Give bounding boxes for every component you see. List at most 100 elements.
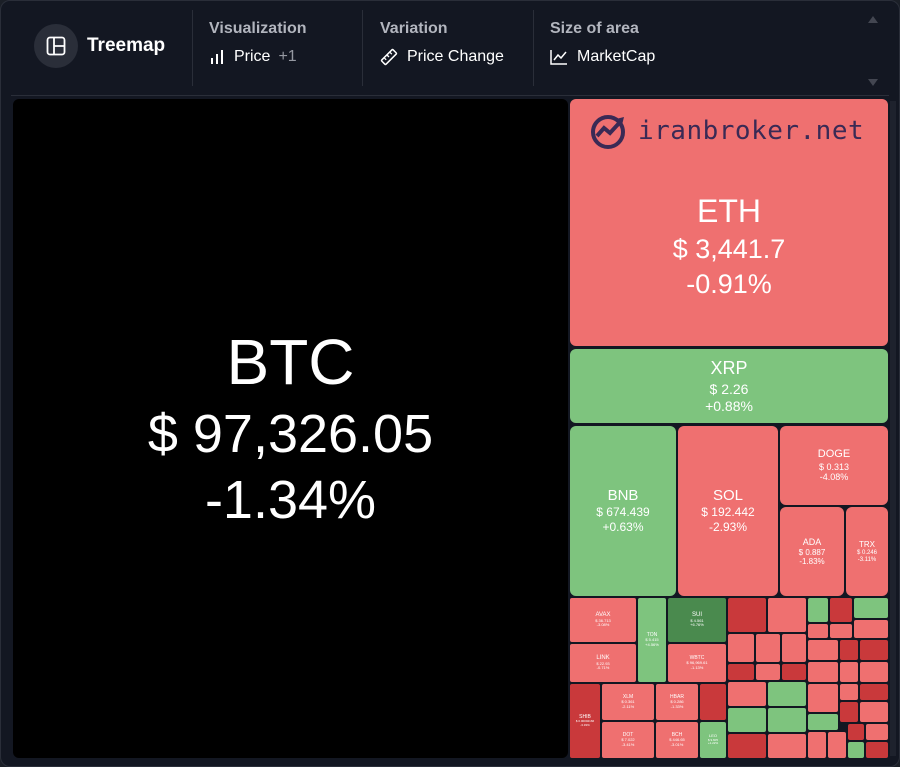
tile-dot-change: -3.41% (621, 741, 635, 747)
tile-sol-change: -2.93% (708, 520, 748, 535)
tile-unlabeled[interactable] (854, 598, 888, 618)
watermark-logo: iranbroker.net (588, 111, 864, 151)
tile-unlabeled[interactable] (866, 742, 888, 758)
treemap-scrollbar[interactable] (890, 101, 896, 756)
tile-doge-price: $ 0.313 (818, 461, 850, 472)
tile-unlabeled[interactable] (728, 682, 766, 706)
tile-sui-symbol: SUI (691, 611, 702, 618)
tile-trx-change: -3.11% (857, 556, 877, 563)
tile-avax-symbol: AVAX (595, 611, 611, 618)
variation-value: Price Change (407, 48, 504, 65)
tile-unlabeled[interactable] (728, 734, 766, 758)
tile-doge[interactable]: DOGE $ 0.313 -4.08% (780, 426, 888, 505)
tile-ton-change: +4.56% (645, 641, 659, 647)
tile-bch[interactable]: BCH $ 446.65 -3.01% (656, 722, 698, 758)
tile-unlabeled[interactable] (830, 624, 852, 638)
toolbar: Treemap Visualization Price +1 Variation (11, 6, 889, 94)
tile-bnb-price: $ 674.439 (596, 505, 650, 520)
tile-unlabeled[interactable] (854, 620, 888, 638)
tile-wbtc[interactable]: WBTC $ 96,969.61 -1.13% (668, 644, 726, 682)
tile-unlabeled[interactable] (860, 662, 888, 682)
tile-unlabeled[interactable] (860, 684, 888, 700)
tile-unlabeled[interactable] (728, 708, 766, 732)
tile-bnb[interactable]: BNB $ 674.439 +0.63% (570, 426, 676, 596)
tile-shib[interactable]: SHIB $ 0.00002166 -3.33% (570, 684, 600, 758)
tile-sui[interactable]: SUI $ 4.561 +6.76% (668, 598, 726, 642)
tile-unlabeled[interactable] (782, 664, 806, 680)
scroll-down-arrow-icon[interactable] (868, 79, 878, 86)
tile-unlabeled[interactable] (828, 732, 846, 758)
tile-unlabeled[interactable] (808, 714, 838, 730)
tile-unlabeled[interactable] (768, 734, 806, 758)
tile-sol[interactable]: SOL $ 192.442 -2.93% (678, 426, 778, 596)
tile-unlabeled[interactable] (840, 684, 858, 700)
visualization-heading: Visualization (209, 20, 307, 37)
toolbar-divider (533, 10, 534, 86)
tile-unlabeled[interactable] (768, 682, 806, 706)
tile-xrp[interactable]: XRP $ 2.26 +0.88% (570, 349, 888, 423)
tile-sui-change: +6.76% (690, 622, 704, 628)
tile-hbar[interactable]: HBAR $ 0.286 -1.33% (656, 684, 698, 720)
tile-unlabeled[interactable] (840, 640, 858, 660)
tile-unlabeled[interactable] (808, 598, 828, 622)
tile-dot-price: $ 7.022 (621, 737, 635, 743)
tile-unlabeled[interactable] (700, 684, 726, 720)
tile-bnb-symbol: BNB (607, 487, 639, 505)
tile-trx[interactable]: TRX $ 0.246 -3.11% (846, 507, 888, 596)
tile-unlabeled[interactable] (728, 664, 754, 680)
toolbar-divider (192, 10, 193, 86)
tile-unlabeled[interactable] (756, 664, 780, 680)
tile-ton[interactable]: TON $ 5.415 +4.56% (638, 598, 666, 682)
tile-sui-price: $ 4.561 (690, 617, 704, 623)
tile-ton-symbol: TON (646, 631, 658, 638)
tile-btc[interactable]: BTC $ 97,326.05 -1.34% (13, 99, 568, 758)
tile-wbtc-price: $ 96,969.61 (686, 660, 708, 666)
toolbar-scroll[interactable] (867, 16, 879, 86)
tile-sol-price: $ 192.442 (701, 505, 755, 520)
tile-unlabeled[interactable] (808, 640, 838, 660)
tile-ton-price: $ 5.415 (645, 637, 659, 643)
size-of-area-value: MarketCap (577, 48, 656, 65)
tile-unlabeled[interactable] (808, 662, 838, 682)
visualization-selector[interactable]: Visualization Price +1 (209, 20, 307, 66)
scroll-up-arrow-icon[interactable] (868, 16, 878, 23)
tile-hbar-change: -1.33% (670, 703, 684, 709)
tile-unlabeled[interactable] (808, 732, 826, 758)
tile-unlabeled[interactable] (830, 598, 852, 622)
tile-unlabeled[interactable] (840, 662, 858, 682)
tile-xlm[interactable]: XLM $ 0.361 -2.11% (602, 684, 654, 720)
tile-xrp-price: $ 2.26 (709, 380, 749, 397)
tile-unlabeled[interactable] (782, 634, 806, 662)
tile-sol-symbol: SOL (712, 487, 743, 505)
toolbar-divider (362, 10, 363, 86)
treemap-brand[interactable]: Treemap (34, 24, 165, 68)
tile-unlabeled[interactable] (808, 624, 828, 638)
tile-unlabeled[interactable] (860, 702, 888, 722)
tile-eth[interactable]: ETH $ 3,441.7 -0.91% (570, 99, 888, 346)
tile-unlabeled[interactable] (768, 598, 806, 632)
tile-unlabeled[interactable] (728, 634, 754, 662)
area-chart-icon (550, 50, 567, 65)
tile-avax[interactable]: AVAX $ 36.713 -3.08% (570, 598, 636, 642)
variation-selector[interactable]: Variation Price Change (380, 20, 504, 66)
tile-bch-change: -3.01% (670, 741, 684, 747)
size-of-area-selector[interactable]: Size of area MarketCap (550, 20, 655, 66)
tile-unlabeled[interactable] (756, 634, 780, 662)
tile-unlabeled[interactable] (840, 702, 858, 722)
tile-unlabeled[interactable] (808, 684, 838, 712)
tile-link[interactable]: LINK $ 22.93 -0.71% (570, 644, 636, 682)
tile-unlabeled[interactable] (768, 708, 806, 732)
tile-ada[interactable]: ADA $ 0.887 -1.83% (780, 507, 844, 596)
tile-leo[interactable]: LEO $ 9.605 +1.22% (700, 722, 726, 758)
tile-unlabeled[interactable] (866, 724, 888, 740)
tile-unlabeled[interactable] (728, 598, 766, 632)
tile-dot[interactable]: DOT $ 7.022 -3.41% (602, 722, 654, 758)
tile-xrp-change: +0.88% (705, 397, 753, 414)
tile-hbar-price: $ 0.286 (670, 699, 684, 705)
tile-leo-price: $ 9.605 (707, 737, 718, 742)
tile-unlabeled[interactable] (860, 640, 888, 660)
tile-unlabeled[interactable] (848, 724, 864, 740)
tile-doge-symbol: DOGE (817, 448, 851, 461)
tile-unlabeled[interactable] (848, 742, 864, 758)
